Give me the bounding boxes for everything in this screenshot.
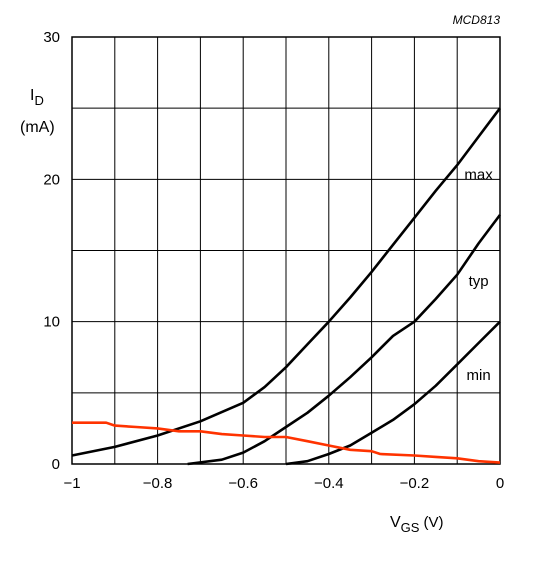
x-tick-label: −0.6 <box>228 475 258 492</box>
curve-labels: max typ min <box>464 166 493 384</box>
y-axis-subscript: D <box>34 93 43 108</box>
y-axis-title: ID <box>30 87 44 108</box>
y-tick-label: 20 <box>43 171 60 188</box>
x-axis-title: VGS (V) <box>390 514 443 535</box>
curve-label-typ: typ <box>469 273 489 290</box>
series-line-curve-4 <box>72 421 501 464</box>
series-line-typ <box>187 214 502 466</box>
y-axis-unit: (mA) <box>20 119 55 136</box>
y-axis-symbol: I <box>30 87 34 104</box>
x-axis-symbol: V <box>390 514 401 531</box>
series-line-min <box>285 320 501 466</box>
x-tick-label: −0.4 <box>314 475 344 492</box>
series-line-max <box>71 107 502 457</box>
chart-grid <box>71 36 501 465</box>
y-tick-label: 30 <box>43 29 60 46</box>
chart-series-group <box>71 107 502 466</box>
x-tick-label: −1 <box>63 475 80 492</box>
x-axis-subscript: GS <box>401 520 420 535</box>
x-tick-label: 0 <box>496 475 504 492</box>
y-tick-label: 10 <box>43 314 60 331</box>
x-tick-label: −0.2 <box>400 475 430 492</box>
x-axis-unit: (V) <box>423 514 443 531</box>
y-tick-label: 0 <box>52 456 60 473</box>
curve-label-max: max <box>464 166 493 183</box>
y-tick-labels: 0 10 20 30 <box>43 29 60 473</box>
x-tick-label: −0.8 <box>143 475 173 492</box>
figure-code: MCD813 <box>453 13 501 27</box>
x-tick-labels: −1 −0.8 −0.6 −0.4 −0.2 0 <box>63 475 504 492</box>
curve-label-min: min <box>467 367 491 384</box>
